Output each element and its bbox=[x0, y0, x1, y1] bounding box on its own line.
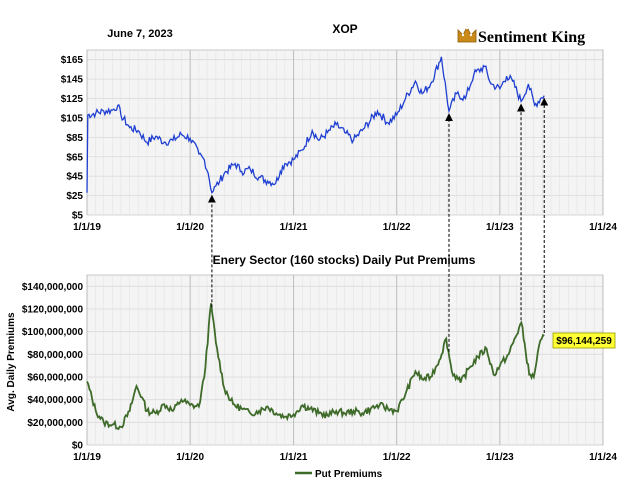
top-x-tick-label: 1/1/19 bbox=[73, 222, 101, 233]
bot-y-tick-label: $20,000,000 bbox=[27, 418, 83, 429]
brand-logo: Sentiment King bbox=[457, 26, 585, 46]
brand-name: Sentiment King bbox=[478, 29, 585, 46]
top-y-tick-label: $65 bbox=[66, 152, 83, 163]
bot-x-tick-label: 1/1/22 bbox=[383, 452, 411, 463]
bot-x-tick-label: 1/1/23 bbox=[486, 452, 514, 463]
bot-y-tick-label: $40,000,000 bbox=[27, 395, 83, 406]
xop-price-line bbox=[86, 56, 545, 194]
top-y-tick-label: $85 bbox=[66, 133, 83, 144]
put-premiums-line bbox=[86, 303, 545, 431]
top-x-ticks: 1/1/19 1/1/20 1/1/21 1/1/22 1/1/23 1/1/24 bbox=[73, 222, 617, 233]
top-y-tick-label: $165 bbox=[61, 55, 84, 66]
top-y-tick-label: $5 bbox=[72, 211, 84, 222]
put-premiums-chart: $0 $20,000,000 $40,000,000 $60,000,000 $80,0… bbox=[22, 274, 617, 463]
bot-y-tick-label: $60,000,000 bbox=[27, 373, 83, 384]
bottom-x-ticks: 1/1/19 1/1/20 1/1/21 1/1/22 1/1/23 1/1/24 bbox=[73, 452, 617, 463]
top-x-tick-label: 1/1/20 bbox=[176, 222, 204, 233]
bottom-y-ticks: $0 $20,000,000 $40,000,000 $60,000,000 $80,0… bbox=[22, 282, 84, 452]
connector-arrows bbox=[207, 97, 549, 352]
bot-x-tick-label: 1/1/20 bbox=[176, 452, 204, 463]
bot-y-tick-label: $140,000,000 bbox=[22, 282, 84, 293]
bottom-y-axis-label: Avg. Daily Premiums bbox=[6, 312, 17, 412]
crown-icon bbox=[457, 26, 477, 43]
bottom-grid bbox=[86, 275, 604, 446]
date-label: June 7, 2023 bbox=[107, 28, 172, 40]
top-y-tick-label: $125 bbox=[61, 94, 84, 105]
bot-y-tick-label: $0 bbox=[72, 441, 84, 452]
last-value-label: $96,144,259 bbox=[556, 336, 612, 347]
top-x-tick-label: 1/1/24 bbox=[589, 222, 617, 233]
top-x-tick-label: 1/1/21 bbox=[280, 222, 308, 233]
top-y-tick-label: $25 bbox=[66, 191, 83, 202]
top-y-tick-label: $145 bbox=[61, 75, 84, 86]
legend-label-put-premiums: Put Premiums bbox=[315, 469, 383, 480]
legend: Put Premiums bbox=[295, 469, 383, 480]
bot-y-tick-label: $80,000,000 bbox=[27, 350, 83, 361]
top-y-tick-label: $45 bbox=[66, 172, 83, 183]
bot-x-tick-label: 1/1/19 bbox=[73, 452, 101, 463]
top-x-tick-label: 1/1/23 bbox=[486, 222, 514, 233]
top-y-ticks: $5 $25 $45 $65 $85 $105 $125 $145 $165 bbox=[61, 55, 84, 221]
top-y-tick-label: $105 bbox=[61, 113, 84, 124]
bot-x-tick-label: 1/1/21 bbox=[280, 452, 308, 463]
last-value-callout: $96,144,259 bbox=[552, 332, 616, 349]
top-chart-title: XOP bbox=[332, 22, 357, 36]
bottom-chart-title: Enery Sector (160 stocks) Daily Put Prem… bbox=[213, 253, 476, 267]
xop-price-chart: $5$25$45$65$85$105$125$145$165 1/1/19 1/1… bbox=[61, 49, 617, 233]
bot-y-tick-label: $120,000,000 bbox=[22, 305, 84, 316]
last-value-box bbox=[552, 332, 616, 349]
bot-y-tick-label: $100,000,000 bbox=[22, 327, 84, 338]
bot-x-tick-label: 1/1/24 bbox=[589, 452, 617, 463]
top-x-tick-label: 1/1/22 bbox=[383, 222, 411, 233]
